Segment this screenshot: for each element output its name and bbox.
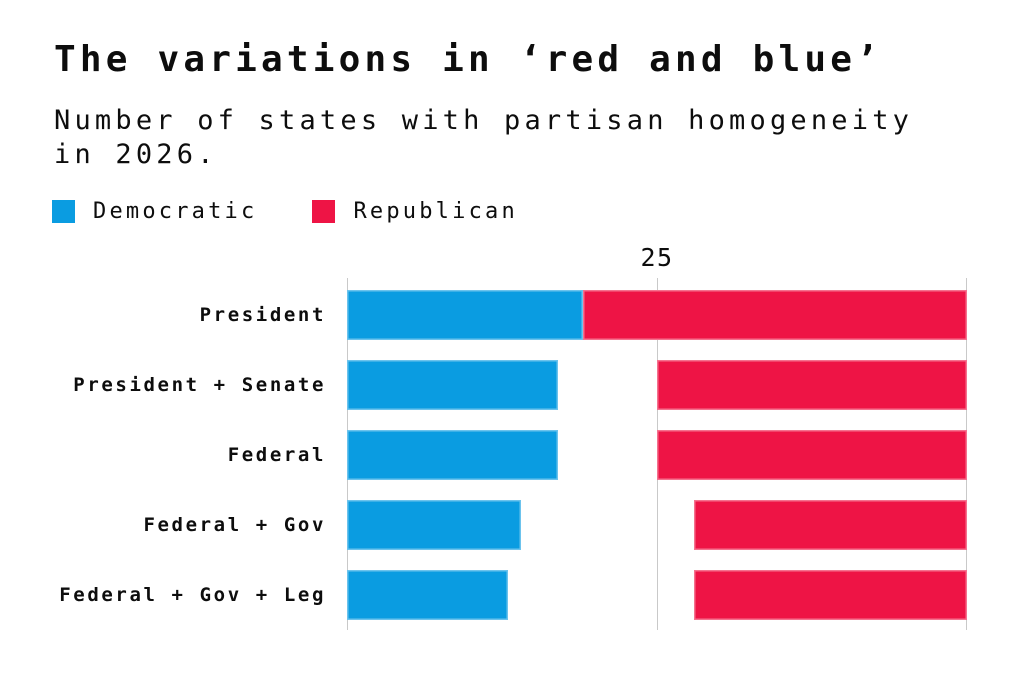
category-label: Federal: [227, 444, 326, 466]
bar-republican: [694, 570, 967, 620]
bar-democratic: [347, 500, 521, 550]
category-label: President: [199, 304, 326, 326]
chart-title: The variations in ‘red and blue’: [54, 39, 882, 80]
x-axis-tick-25: 25: [640, 243, 674, 272]
bar-republican: [657, 360, 967, 410]
bar-democratic: [347, 430, 558, 480]
bar-democratic: [347, 290, 583, 340]
legend: Democratic Republican: [52, 199, 518, 224]
bar-republican: [694, 500, 967, 550]
legend-item-democratic: Democratic: [52, 199, 257, 224]
legend-label-republican: Republican: [353, 199, 518, 224]
category-labels: President President + Senate Federal Federa…: [0, 278, 326, 630]
category-label: President + Senate: [73, 374, 326, 396]
category-label: Federal + Gov + Leg: [59, 584, 326, 606]
category-label: Federal + Gov: [143, 514, 326, 536]
plot-area: [347, 278, 967, 630]
democratic-swatch-icon: [52, 200, 75, 223]
bar-democratic: [347, 360, 558, 410]
bar-democratic: [347, 570, 509, 620]
chart-subtitle: Number of states with partisan homogenei…: [54, 105, 914, 170]
legend-label-democratic: Democratic: [93, 199, 258, 224]
bar-republican: [657, 430, 967, 480]
republican-swatch-icon: [312, 200, 336, 223]
bar-republican: [582, 290, 967, 340]
legend-item-republican: Republican: [312, 199, 517, 224]
